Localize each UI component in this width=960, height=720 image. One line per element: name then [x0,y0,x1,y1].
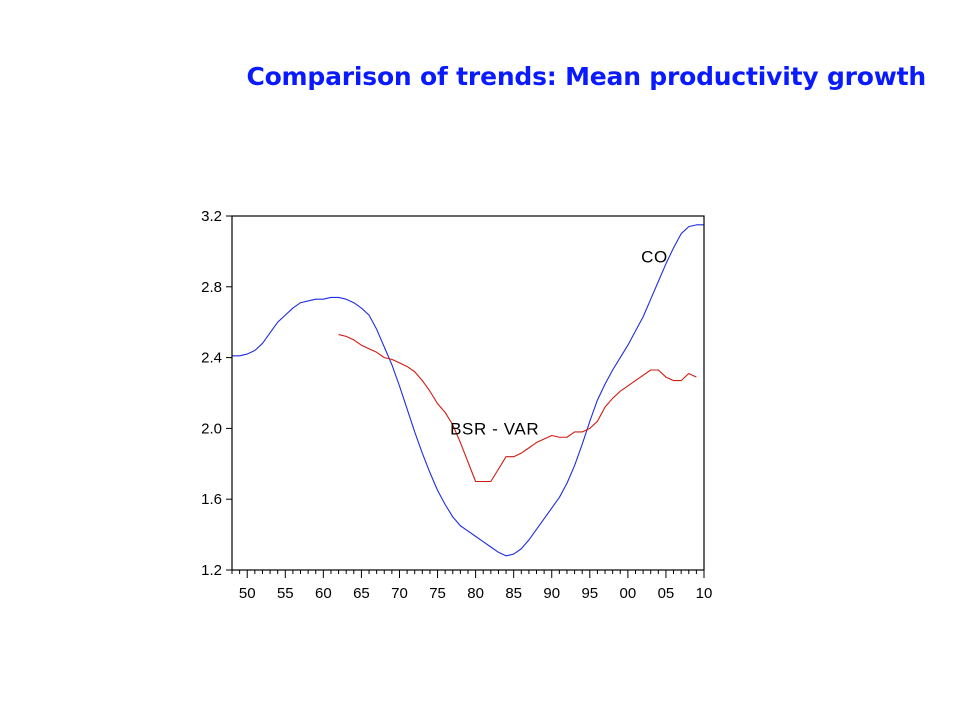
annotation-bsr-var: BSR - VAR [450,419,539,438]
x-tick-label: 70 [391,585,408,602]
x-tick-label: 00 [620,585,637,602]
x-tick-label: 55 [277,585,294,602]
y-tick-label: 3.2 [201,208,222,225]
x-tick-label: 85 [505,585,522,602]
x-tick-label: 10 [696,585,713,602]
x-tick-label: 65 [353,585,370,602]
annotation-co: CO [641,248,668,267]
x-tick-label: 60 [315,585,332,602]
slide-title: Comparison of trends: Mean productivity … [246,62,926,91]
x-tick-label: 80 [467,585,484,602]
y-tick-label: 2.0 [201,420,222,437]
series-line-co [232,224,704,557]
x-tick-label: 90 [543,585,560,602]
x-tick-label: 50 [239,585,256,602]
series-line-bsr-var [338,334,697,483]
y-tick-label: 1.6 [201,491,222,508]
x-tick-label: 75 [429,585,446,602]
y-tick-label: 2.8 [201,279,222,296]
x-tick-label: 95 [581,585,598,602]
plot-frame [231,215,705,571]
y-tick-label: 2.4 [201,350,222,367]
x-tick-label: 05 [658,585,675,602]
y-tick-label: 1.2 [201,562,222,579]
